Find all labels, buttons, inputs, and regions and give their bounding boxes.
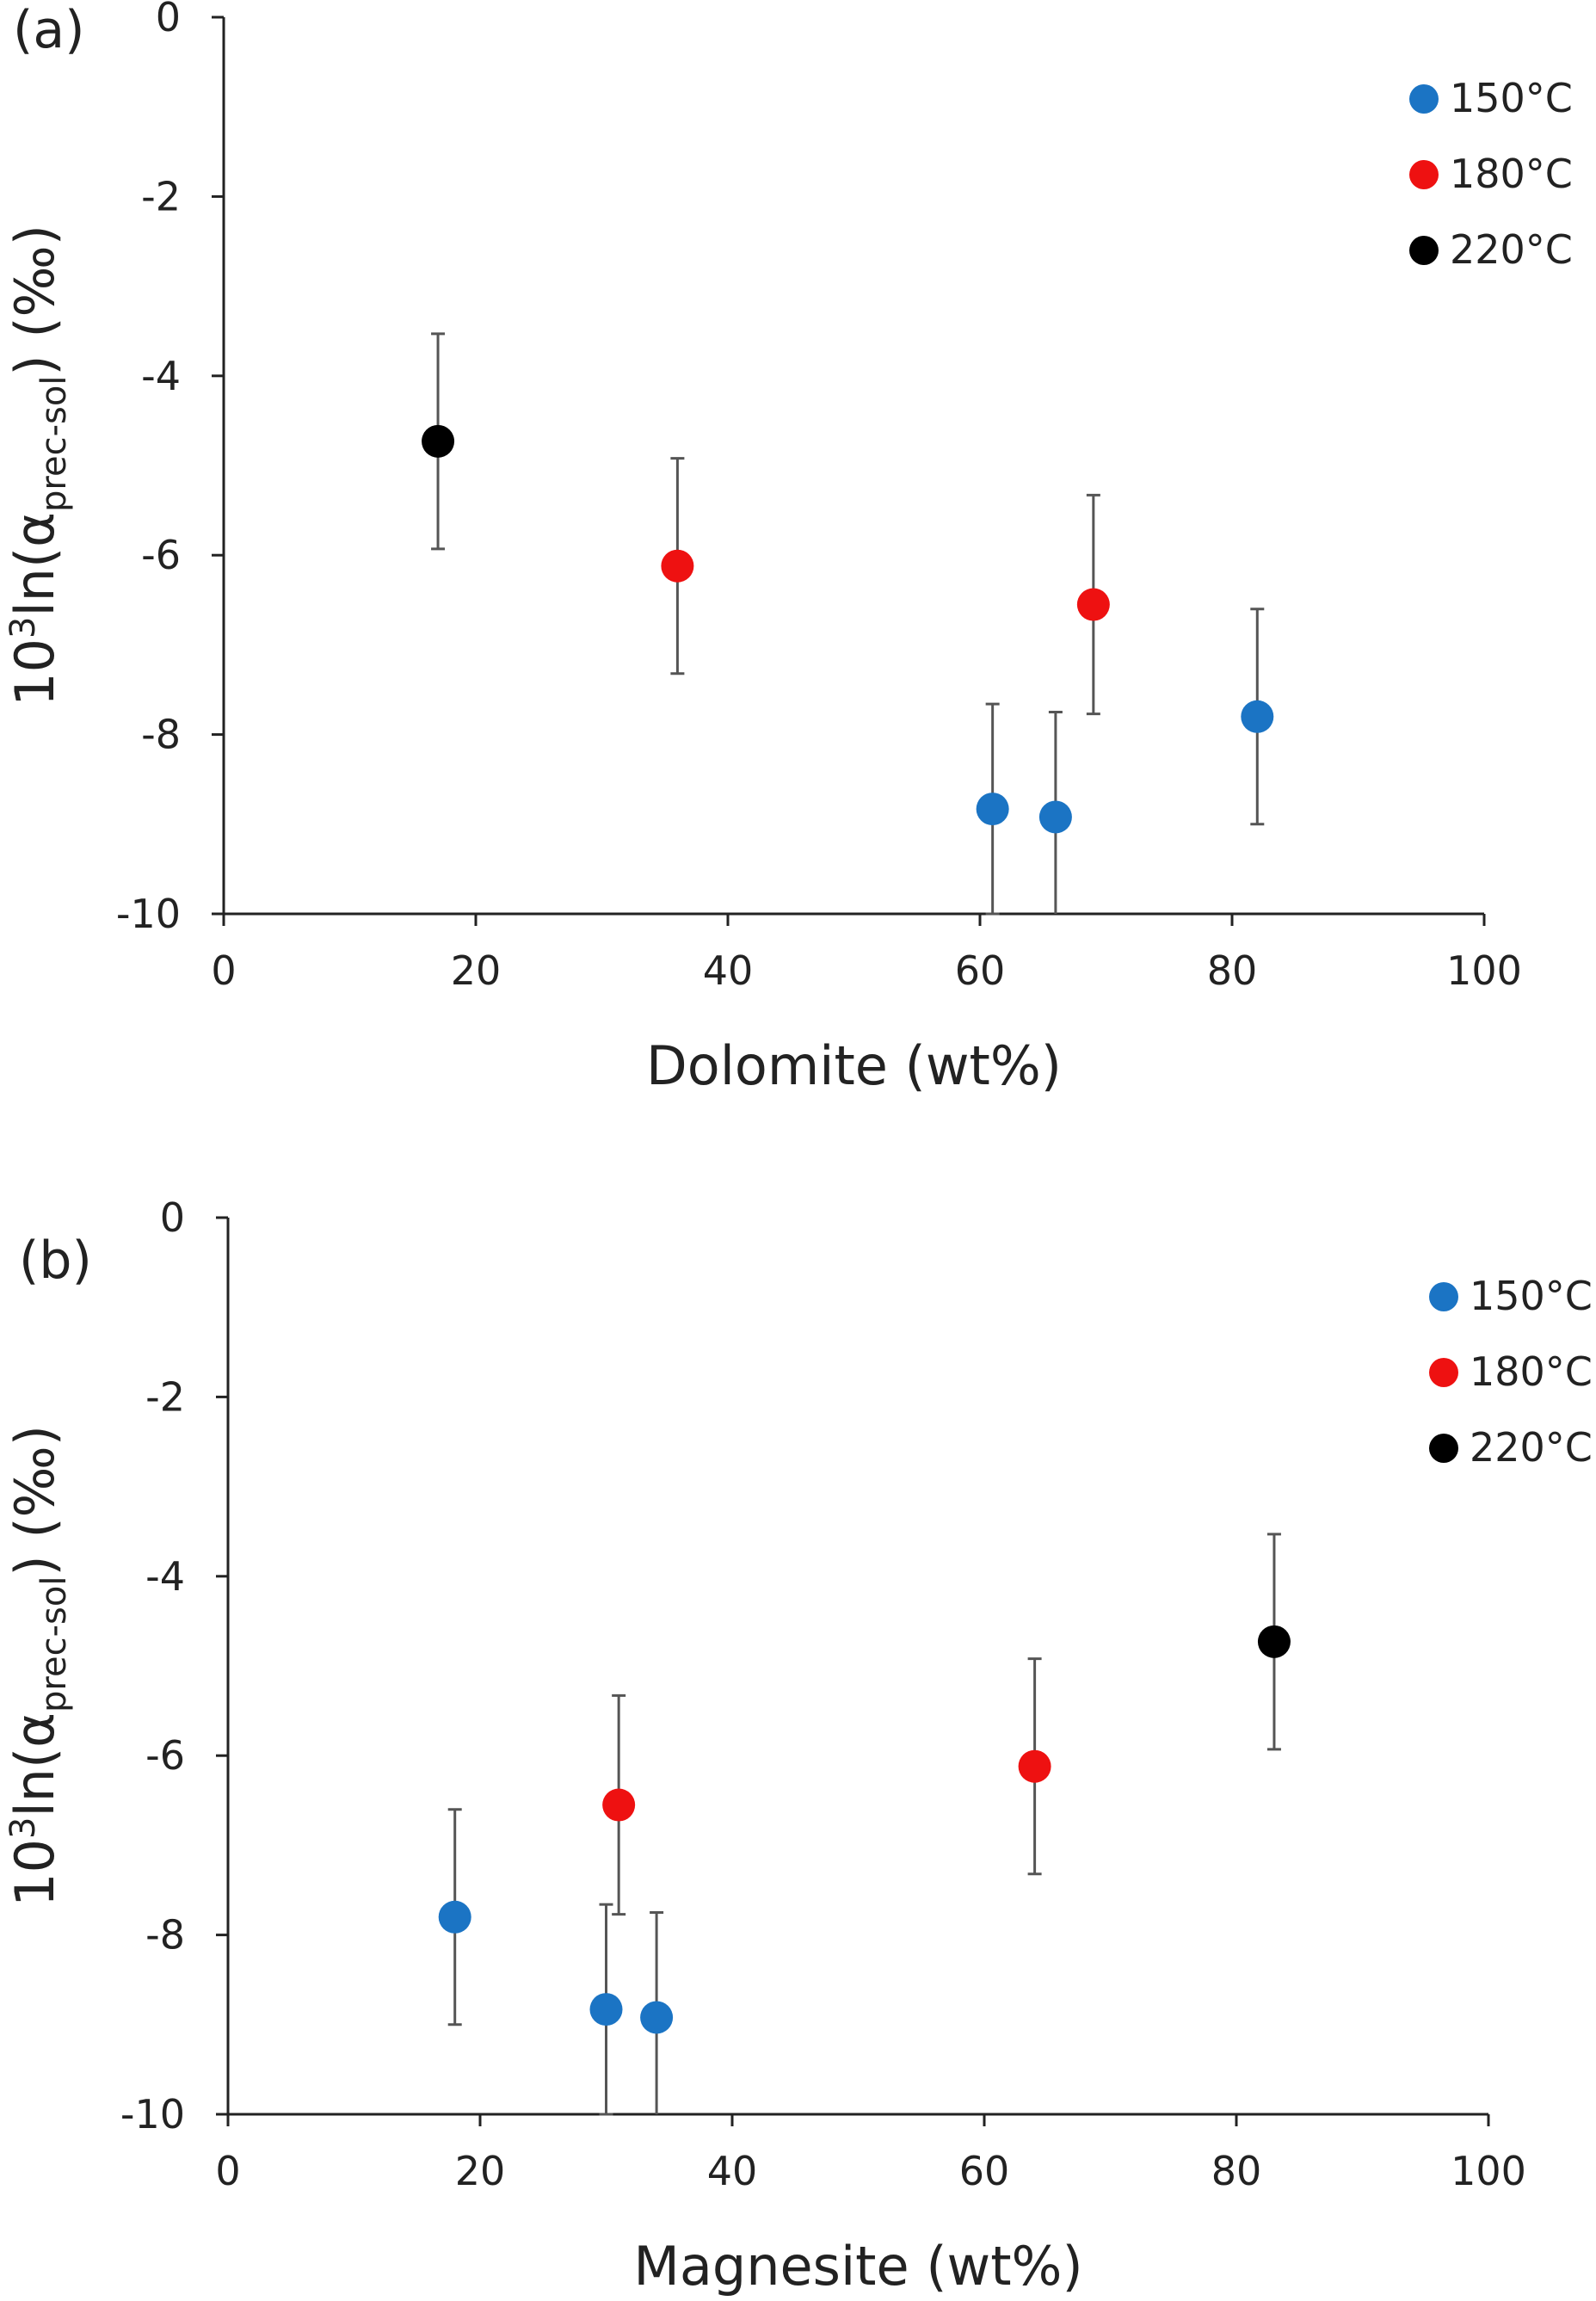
y-axis-title-part: ln(α [3, 1712, 66, 1817]
legend-marker [1429, 1434, 1458, 1463]
y-tick-label: -2 [141, 173, 181, 219]
y-axis-title-part: ) (‰) [3, 1425, 66, 1576]
y-tick-label: 0 [156, 0, 181, 40]
y-axis-title-part: 3 [3, 617, 43, 638]
y-axis-title-part: ) (‰) [3, 225, 66, 375]
x-tick-label: 80 [1207, 947, 1258, 994]
x-tick-label: 40 [707, 2148, 758, 2194]
data-point [640, 2001, 674, 2034]
x-tick-label: 0 [215, 2148, 240, 2194]
y-tick-label: -10 [120, 2091, 185, 2138]
data-point [976, 793, 1009, 826]
y-tick-label: -4 [145, 1553, 185, 1600]
data-point [661, 549, 694, 583]
panel-label: (a) [13, 0, 85, 60]
data-point [602, 1788, 636, 1822]
x-axis-title: Dolomite (wt%) [646, 1034, 1062, 1097]
y-tick-label: -2 [145, 1373, 185, 1420]
y-axis-title-part: 3 [3, 1817, 43, 1839]
y-tick-label: 0 [160, 1194, 185, 1241]
y-axis-title: 103ln(αprec-sol) (‰) [3, 225, 74, 706]
x-tick-label: 100 [1451, 2148, 1526, 2194]
x-tick-label: 60 [959, 2148, 1010, 2194]
x-tick-label: 20 [451, 947, 502, 994]
x-tick-label: 0 [211, 947, 236, 994]
data-point [1018, 1749, 1051, 1783]
legend-marker [1409, 84, 1439, 114]
x-tick-label: 40 [703, 947, 754, 994]
y-axis-title-part: ln(α [3, 512, 66, 617]
y-axis-title-part: prec-sol [34, 376, 74, 512]
y-tick-label: -8 [145, 1912, 185, 1959]
legend-marker [1429, 1282, 1458, 1311]
data-point [1241, 700, 1274, 733]
data-point [422, 424, 455, 458]
x-axis-title: Magnesite (wt%) [633, 2235, 1082, 2298]
y-tick-label: -6 [141, 532, 181, 578]
chart-panel-a: 0 20 40 60 80 100 0 -2 -4 -6 -8 -10 Dolomite (wt%) 10… [3, 0, 1573, 1097]
x-tick-label: 60 [955, 947, 1006, 994]
data-point [1076, 588, 1110, 621]
data-point [589, 1993, 623, 2026]
y-tick-label: -6 [145, 1732, 185, 1779]
legend-label: 220°C [1470, 1424, 1593, 1471]
data-point [1038, 800, 1072, 834]
panel-label: (b) [19, 1231, 92, 1291]
legend-marker [1429, 1358, 1458, 1387]
legend-label: 180°C [1450, 151, 1573, 197]
x-tick-label: 100 [1446, 947, 1522, 994]
y-axis-title: 103ln(αprec-sol) (‰) [3, 1425, 74, 1907]
legend-label: 150°C [1450, 75, 1573, 121]
data-point [438, 1900, 471, 1934]
legend-marker [1409, 160, 1439, 189]
legend-label: 150°C [1470, 1273, 1593, 1319]
x-tick-label: 20 [455, 2148, 506, 2194]
y-axis-title-part: 10 [3, 1839, 66, 1907]
data-point [1257, 1625, 1291, 1658]
legend-label: 220°C [1450, 226, 1573, 273]
y-axis-title-part: 10 [3, 638, 66, 706]
legend-marker [1409, 236, 1439, 265]
x-tick-label: 80 [1211, 2148, 1262, 2194]
chart-panel-b: 0 20 40 60 80 100 0 -2 -4 -6 -8 -10 Magnesite (wt%) 1… [3, 1194, 1593, 2298]
y-tick-label: -10 [116, 891, 181, 937]
y-tick-label: -8 [141, 712, 181, 758]
y-axis-title-part: prec-sol [34, 1576, 74, 1712]
legend-label: 180°C [1470, 1348, 1593, 1395]
y-tick-label: -4 [141, 353, 181, 399]
